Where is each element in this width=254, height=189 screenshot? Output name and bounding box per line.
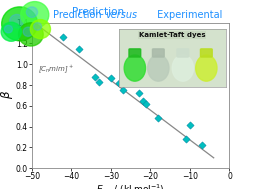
Circle shape bbox=[34, 23, 41, 30]
Circle shape bbox=[10, 14, 24, 28]
Circle shape bbox=[2, 7, 37, 41]
Text: Prediction: Prediction bbox=[53, 10, 105, 20]
Point bbox=[116, 81, 120, 84]
Point bbox=[183, 138, 187, 141]
Circle shape bbox=[4, 25, 12, 33]
Circle shape bbox=[1, 22, 21, 41]
Text: Prediction: Prediction bbox=[72, 7, 127, 17]
Point bbox=[187, 123, 191, 126]
Point bbox=[140, 99, 144, 102]
Point bbox=[120, 89, 124, 92]
Point bbox=[128, 78, 132, 81]
X-axis label: $E_{\mathrm{HB}}$ / (kJ.mol$^{-1}$): $E_{\mathrm{HB}}$ / (kJ.mol$^{-1}$) bbox=[96, 183, 164, 189]
Circle shape bbox=[23, 27, 33, 36]
Point bbox=[199, 144, 203, 147]
Point bbox=[156, 117, 160, 120]
Circle shape bbox=[26, 7, 37, 17]
Point bbox=[61, 36, 65, 39]
Point bbox=[93, 75, 97, 78]
Y-axis label: β: β bbox=[0, 92, 13, 99]
Point bbox=[144, 102, 148, 105]
Text: versus: versus bbox=[105, 10, 137, 20]
Text: [C$_n$mim]$^+$: [C$_n$mim]$^+$ bbox=[38, 64, 73, 75]
Point bbox=[136, 92, 140, 95]
Text: Experimental: Experimental bbox=[154, 10, 222, 20]
Point bbox=[77, 47, 81, 50]
Circle shape bbox=[19, 23, 43, 46]
Circle shape bbox=[30, 20, 50, 39]
Point bbox=[108, 76, 113, 79]
Circle shape bbox=[21, 2, 49, 28]
Point bbox=[97, 81, 101, 84]
